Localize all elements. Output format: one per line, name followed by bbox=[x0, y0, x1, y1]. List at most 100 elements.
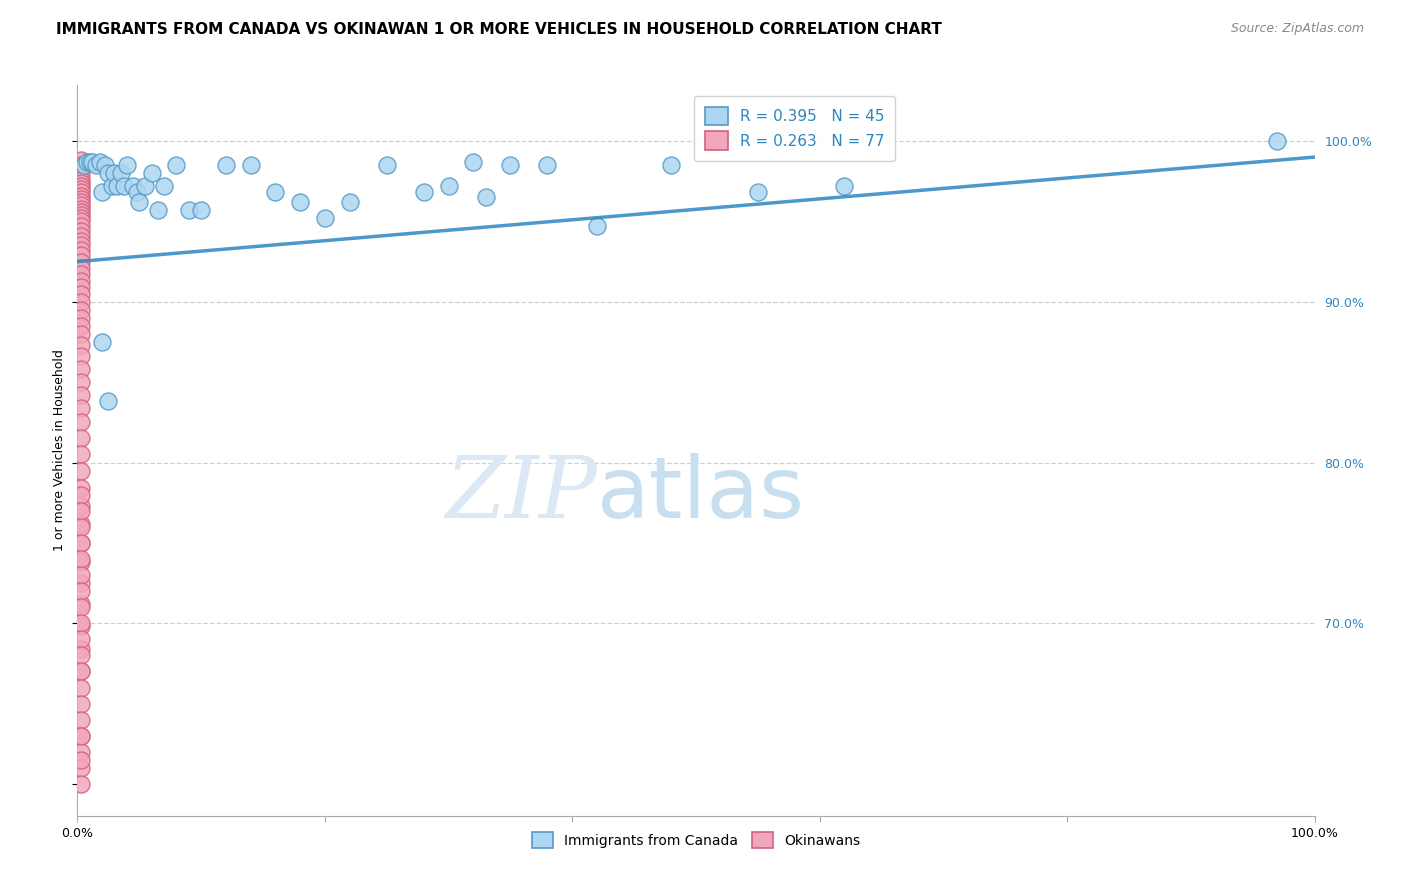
Point bbox=[70, 616, 93, 631]
Point bbox=[141, 166, 163, 180]
Point bbox=[70, 153, 93, 168]
Point bbox=[70, 326, 93, 341]
Point bbox=[70, 176, 93, 190]
Point bbox=[834, 179, 856, 194]
Point bbox=[70, 729, 93, 743]
Point bbox=[70, 648, 93, 663]
Point bbox=[70, 488, 93, 502]
Point bbox=[70, 286, 93, 301]
Point bbox=[70, 260, 93, 275]
Point bbox=[70, 248, 93, 262]
Point bbox=[70, 552, 93, 566]
Point bbox=[70, 555, 93, 569]
Point bbox=[70, 431, 93, 445]
Point bbox=[125, 186, 148, 200]
Point bbox=[70, 186, 93, 200]
Point bbox=[105, 179, 128, 194]
Point bbox=[165, 158, 187, 172]
Point bbox=[122, 179, 145, 194]
Point bbox=[70, 520, 93, 534]
Point bbox=[70, 516, 93, 531]
Point bbox=[70, 302, 93, 317]
Point bbox=[70, 761, 93, 775]
Point bbox=[93, 158, 115, 172]
Point bbox=[82, 155, 104, 169]
Point bbox=[70, 158, 93, 172]
Point bbox=[499, 158, 522, 172]
Point bbox=[536, 158, 558, 172]
Point bbox=[215, 158, 238, 172]
Point bbox=[463, 155, 485, 169]
Point bbox=[437, 179, 460, 194]
Point bbox=[91, 334, 114, 349]
Point bbox=[70, 388, 93, 402]
Point bbox=[70, 234, 93, 248]
Point bbox=[70, 681, 93, 695]
Point bbox=[659, 158, 682, 172]
Point bbox=[70, 753, 93, 767]
Point bbox=[70, 576, 93, 591]
Point bbox=[375, 158, 398, 172]
Point bbox=[70, 600, 93, 615]
Point bbox=[70, 188, 93, 202]
Point bbox=[474, 190, 496, 204]
Point bbox=[70, 310, 93, 325]
Point bbox=[97, 394, 120, 409]
Point bbox=[70, 504, 93, 518]
Point bbox=[70, 642, 93, 657]
Point bbox=[70, 168, 93, 182]
Point bbox=[70, 211, 93, 226]
Point bbox=[70, 198, 93, 212]
Legend: Immigrants from Canada, Okinawans: Immigrants from Canada, Okinawans bbox=[523, 823, 869, 857]
Point bbox=[70, 338, 93, 352]
Point bbox=[72, 158, 94, 172]
Point bbox=[70, 415, 93, 429]
Point bbox=[70, 192, 93, 206]
Point bbox=[314, 211, 336, 226]
Point bbox=[103, 166, 125, 180]
Point bbox=[70, 254, 93, 268]
Text: atlas: atlas bbox=[598, 453, 806, 536]
Point bbox=[70, 268, 93, 282]
Point bbox=[70, 777, 93, 791]
Point bbox=[239, 158, 262, 172]
Point bbox=[70, 182, 93, 196]
Point bbox=[70, 619, 93, 633]
Point bbox=[70, 219, 93, 234]
Point bbox=[288, 195, 311, 210]
Point bbox=[112, 179, 135, 194]
Point bbox=[153, 179, 176, 194]
Point bbox=[70, 195, 93, 210]
Point bbox=[70, 172, 93, 186]
Point bbox=[339, 195, 361, 210]
Point bbox=[70, 697, 93, 711]
Point bbox=[70, 536, 93, 550]
Text: IMMIGRANTS FROM CANADA VS OKINAWAN 1 OR MORE VEHICLES IN HOUSEHOLD CORRELATION C: IMMIGRANTS FROM CANADA VS OKINAWAN 1 OR … bbox=[56, 22, 942, 37]
Point bbox=[70, 202, 93, 216]
Point bbox=[586, 219, 609, 234]
Point bbox=[70, 214, 93, 228]
Point bbox=[70, 274, 93, 288]
Point bbox=[70, 536, 93, 550]
Point bbox=[134, 179, 156, 194]
Point bbox=[70, 448, 93, 462]
Point bbox=[190, 203, 212, 218]
Point bbox=[264, 186, 287, 200]
Point bbox=[115, 158, 138, 172]
Y-axis label: 1 or more Vehicles in Household: 1 or more Vehicles in Household bbox=[52, 350, 66, 551]
Point bbox=[412, 186, 434, 200]
Point bbox=[70, 665, 93, 679]
Point bbox=[146, 203, 169, 218]
Point bbox=[177, 203, 200, 218]
Point bbox=[70, 350, 93, 364]
Point bbox=[70, 401, 93, 415]
Point bbox=[1267, 134, 1289, 148]
Point bbox=[79, 155, 101, 169]
Point bbox=[70, 238, 93, 252]
Point bbox=[70, 375, 93, 389]
Point bbox=[70, 204, 93, 219]
Point bbox=[91, 186, 114, 200]
Point bbox=[70, 481, 93, 495]
Text: ZIP: ZIP bbox=[446, 453, 598, 536]
Point bbox=[70, 745, 93, 759]
